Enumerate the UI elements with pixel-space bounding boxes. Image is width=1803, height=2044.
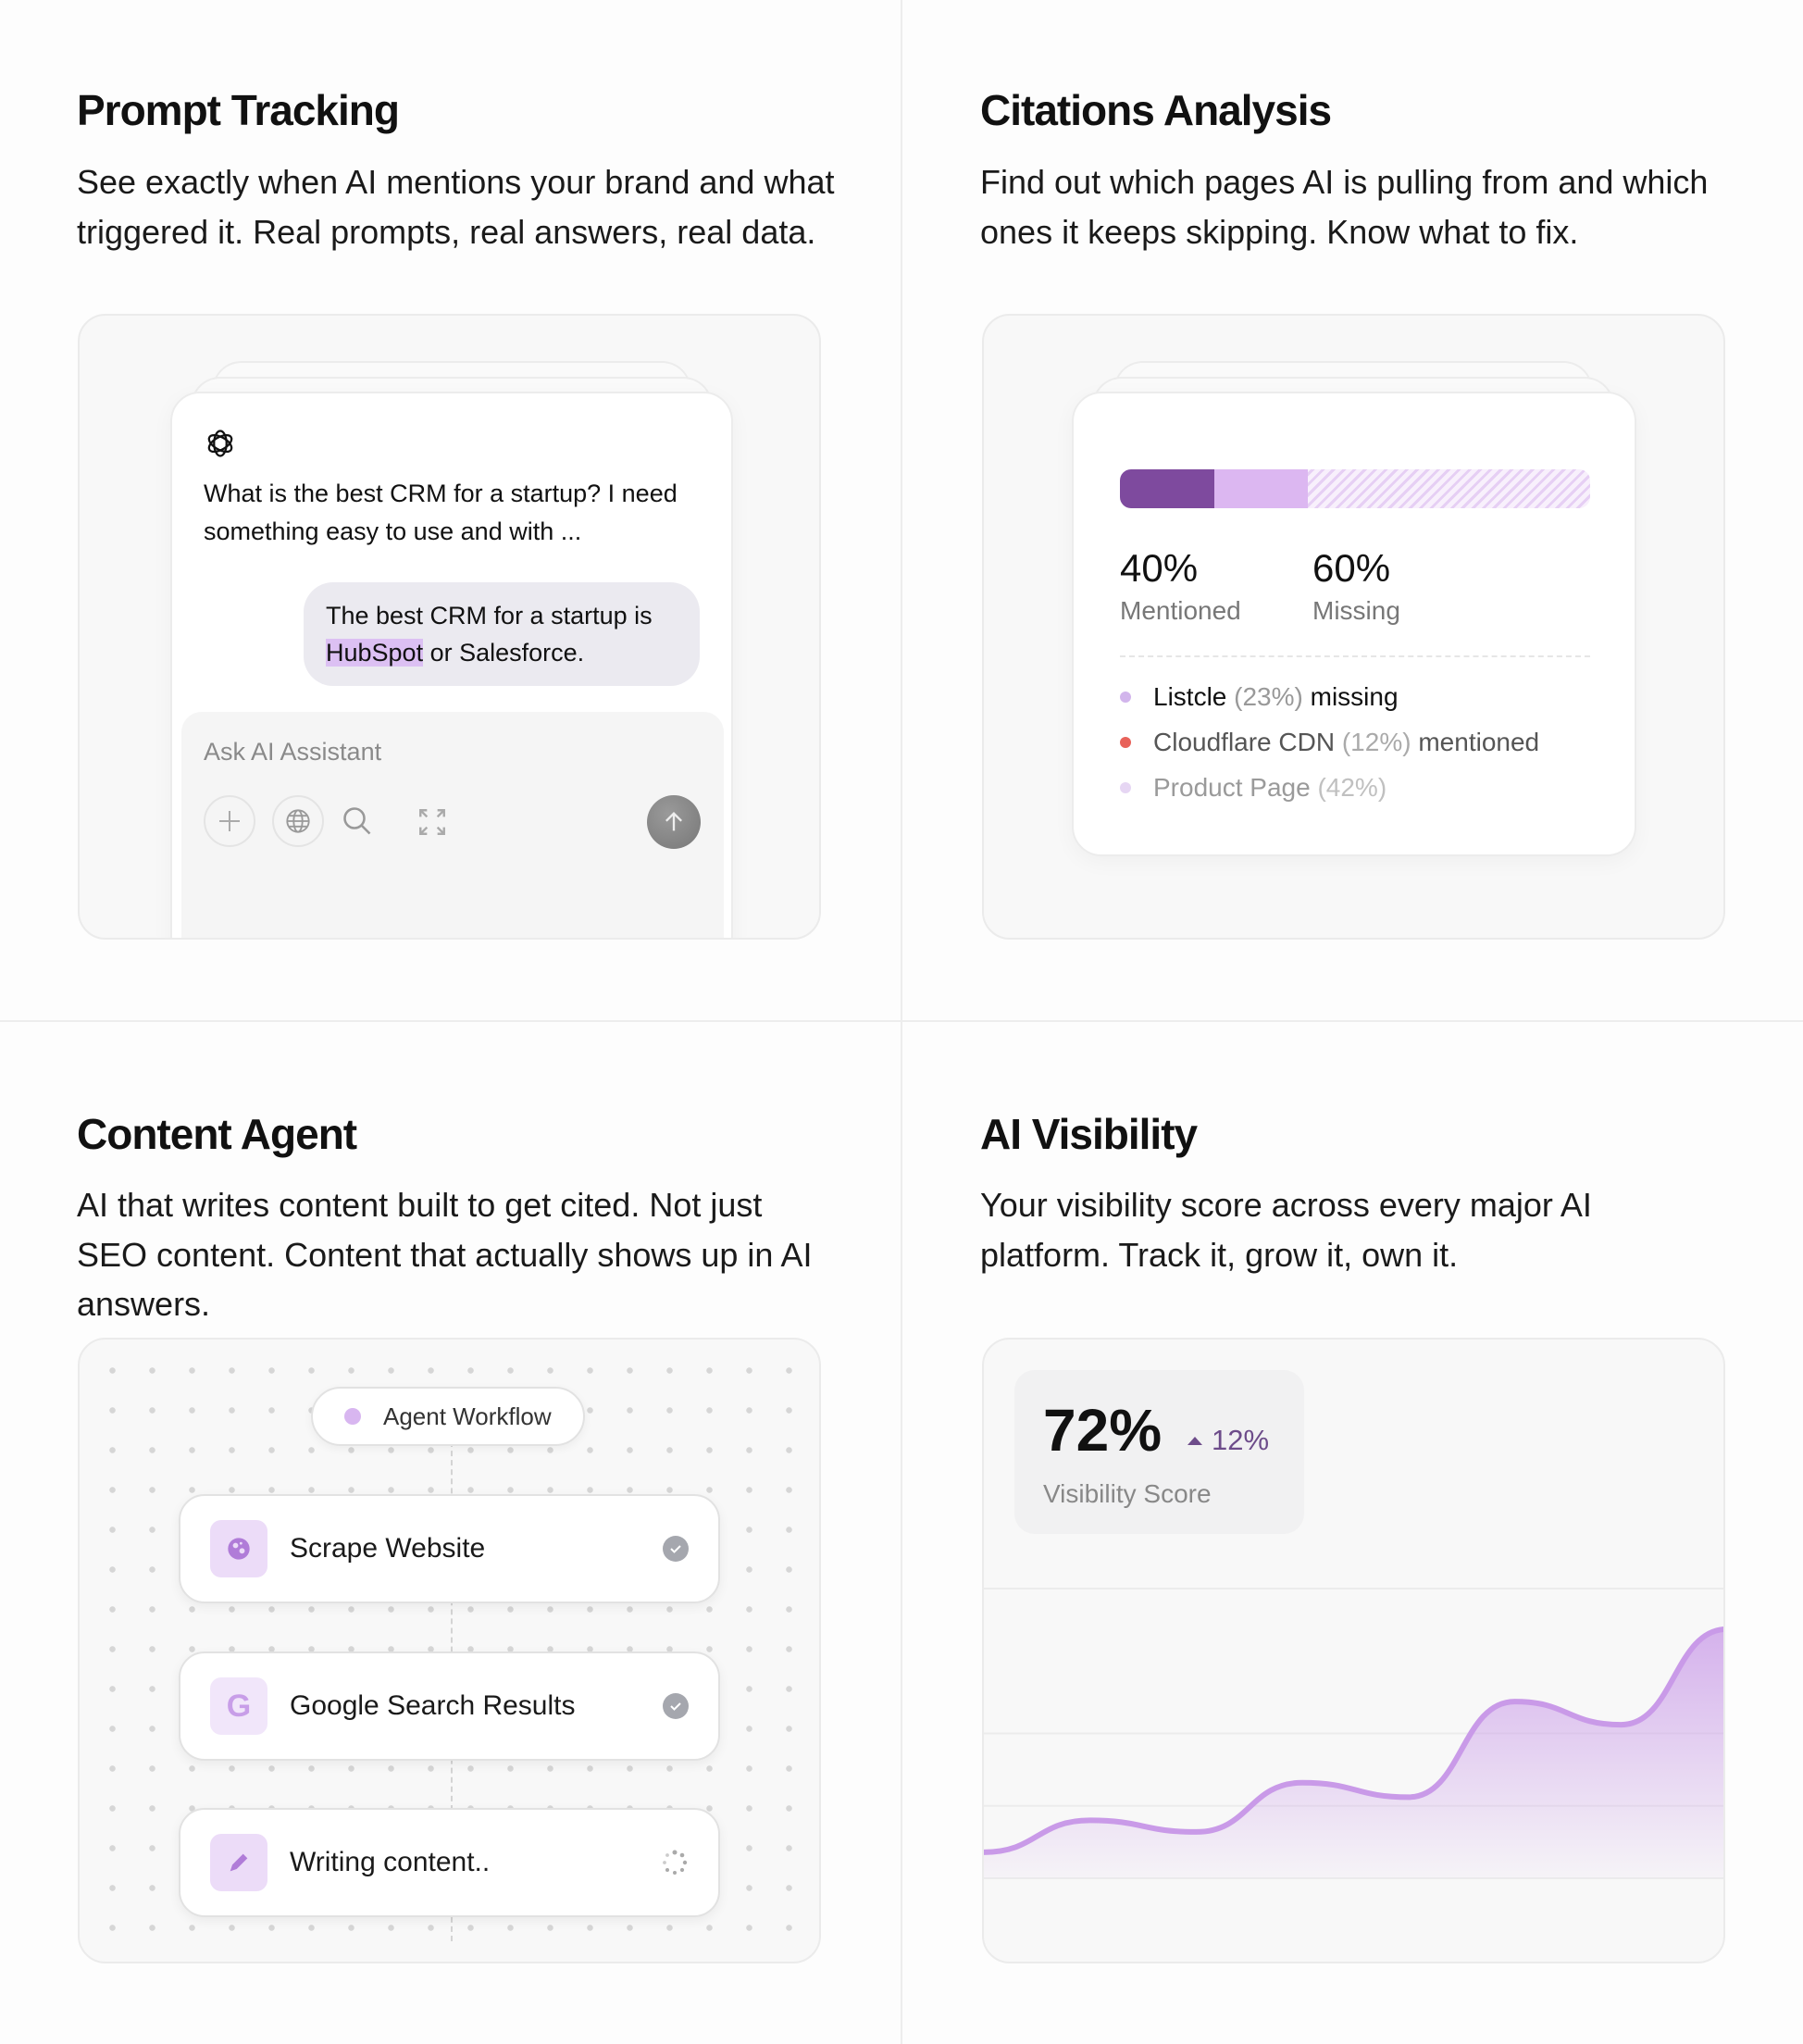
item-status: mentioned — [1418, 728, 1540, 756]
dot-icon — [1120, 782, 1131, 793]
item-pct: (42%) — [1317, 773, 1387, 802]
citation-item: Listcle (23%) missing — [1120, 682, 1399, 712]
search-button[interactable] — [341, 804, 374, 842]
citations-inner-card: 40% Mentioned 60% Missing Listcle (23%) … — [1072, 392, 1636, 856]
item-name: Cloudflare CDN — [1153, 728, 1336, 756]
workflow-step[interactable]: G Google Search Results — [179, 1651, 720, 1761]
ai-visibility-description: Your visibility score across every major… — [980, 1186, 1592, 1274]
send-button[interactable] — [647, 795, 701, 849]
bar-segment-0 — [1120, 469, 1214, 508]
stat-missing: 60% Missing — [1312, 546, 1400, 626]
prompt-tracking-title: Prompt Tracking — [77, 86, 400, 134]
plus-icon — [219, 811, 240, 831]
check-icon — [663, 1536, 689, 1562]
citation-item: Cloudflare CDN (12%) mentioned — [1120, 728, 1539, 757]
stat-value: 60% — [1312, 546, 1391, 590]
content-agent-card: Agent Workflow Scrape Website G Google S… — [78, 1338, 821, 1963]
arrow-up-icon — [665, 812, 682, 831]
dot-icon — [1120, 692, 1131, 703]
globe-icon — [286, 809, 310, 833]
score-value: 72% — [1043, 1397, 1163, 1464]
item-name: Listcle — [1153, 682, 1227, 711]
workflow-step[interactable]: Scrape Website — [179, 1494, 720, 1603]
google-icon: G — [210, 1677, 267, 1735]
check-icon — [663, 1693, 689, 1719]
expand-icon — [419, 809, 445, 835]
search-icon — [343, 807, 371, 835]
user-question: What is the best CRM for a startup? I ne… — [204, 480, 678, 545]
triangle-up-icon — [1187, 1437, 1202, 1445]
citations-card: 40% Mentioned 60% Missing Listcle (23%) … — [982, 314, 1725, 940]
workflow-label: Agent Workflow — [383, 1402, 552, 1430]
ai-visibility-card: 72% 12% Visibility Score — [982, 1338, 1725, 1963]
answer-text: The best CRM for a startup is — [326, 602, 653, 629]
ai-visibility-title: AI Visibility — [980, 1110, 1198, 1158]
item-pct: (12%) — [1341, 728, 1411, 756]
dot-icon — [1120, 737, 1131, 748]
dot-icon — [344, 1408, 361, 1425]
bar-segment-2 — [1308, 469, 1590, 508]
dashed-divider — [1120, 655, 1590, 657]
citations-description: Find out which pages AI is pulling from … — [980, 163, 1709, 251]
citations-title: Citations Analysis — [980, 86, 1332, 134]
horizontal-divider — [0, 1020, 1803, 1022]
series-line — [984, 1626, 1723, 1855]
stat-label: Mentioned — [1120, 596, 1241, 625]
add-button[interactable] — [204, 795, 255, 847]
workflow-step[interactable]: Writing content.. — [179, 1808, 720, 1917]
visibility-score-box: 72% 12% Visibility Score — [1014, 1370, 1304, 1534]
chat-card: What is the best CRM for a startup? I ne… — [170, 392, 733, 938]
item-name: Product Page — [1153, 773, 1311, 802]
item-status: missing — [1310, 682, 1399, 711]
stat-mentioned: 40% Mentioned — [1120, 546, 1241, 626]
stat-value: 40% — [1120, 546, 1199, 590]
ai-answer-bubble: The best CRM for a startup is HubSpot or… — [304, 582, 700, 686]
vertical-divider — [901, 0, 902, 2044]
ask-input-placeholder: Ask AI Assistant — [204, 738, 382, 766]
prompt-tracking-description: See exactly when AI mentions your brand … — [77, 163, 835, 251]
brand-highlight: HubSpot — [326, 639, 424, 667]
score-change: 12% — [1187, 1424, 1269, 1457]
prompt-tracking-card: What is the best CRM for a startup? I ne… — [78, 314, 821, 940]
globe-icon — [210, 1520, 267, 1577]
answer-text-end: or Salesforce. — [423, 639, 585, 667]
expand-button[interactable] — [417, 806, 448, 842]
web-search-button[interactable] — [272, 795, 324, 847]
openai-icon — [207, 430, 233, 457]
citation-item: Product Page (42%) — [1120, 773, 1386, 803]
area-fill — [984, 1629, 1723, 1878]
visibility-chart — [984, 1588, 1723, 1879]
content-agent-title: Content Agent — [77, 1110, 357, 1158]
step-label: Google Search Results — [290, 1690, 576, 1721]
item-pct: (23%) — [1234, 682, 1303, 711]
step-label: Writing content.. — [290, 1847, 491, 1877]
ask-input-area[interactable]: Ask AI Assistant — [181, 712, 724, 938]
pencil-icon — [210, 1834, 267, 1891]
score-label: Visibility Score — [1043, 1479, 1212, 1508]
agent-workflow-pill: Agent Workflow — [311, 1387, 585, 1446]
loading-spinner-icon — [663, 1850, 688, 1875]
citations-progress-bar — [1120, 469, 1590, 508]
stat-label: Missing — [1312, 596, 1400, 625]
content-agent-description: AI that writes content built to get cite… — [77, 1186, 813, 1323]
change-value: 12% — [1212, 1424, 1270, 1456]
bar-segment-1 — [1213, 469, 1309, 508]
step-label: Scrape Website — [290, 1533, 486, 1564]
